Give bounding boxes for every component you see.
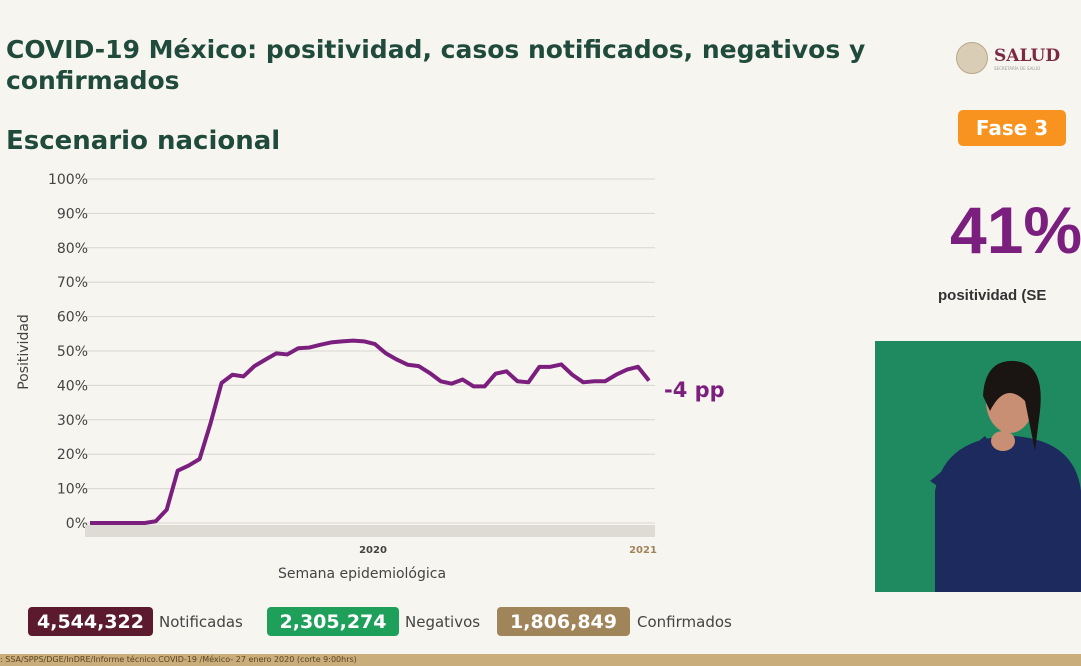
y-tick-label: 0% [66, 516, 88, 532]
y-tick-label: 50% [57, 344, 88, 360]
confirmados-label: Confirmados [637, 613, 732, 631]
source-footer: : SSA/SPPS/DGE/InDRE/Informe técnico.COV… [0, 654, 1081, 666]
y-tick-label: 20% [57, 447, 88, 463]
confirmados-value: 1,806,849 [497, 607, 630, 636]
negativos-label: Negativos [405, 613, 481, 631]
year-label-2020: 2020 [359, 545, 387, 556]
year-label-2021: 2021 [629, 545, 657, 556]
mexico-seal-icon [956, 42, 988, 74]
y-tick-label: 90% [57, 206, 88, 222]
positivity-value: 41% [950, 193, 1081, 267]
positivity-chart: 0% 10% 20% 30% 40% 50% 60% 70% 80% 90% 100% 2020 2… [16, 172, 725, 582]
y-tick-label: 40% [57, 378, 88, 394]
negativos-value: 2,305,274 [267, 607, 399, 636]
change-annotation: -4 pp [664, 378, 725, 402]
x-tick-strip [85, 525, 655, 537]
page-subtitle: Escenario nacional [6, 126, 281, 156]
positivity-label: positividad (SE [938, 287, 1047, 304]
y-axis-label: Positividad [16, 314, 32, 390]
notificadas-label: Notificadas [159, 613, 243, 631]
sign-language-interpreter-video [875, 341, 1081, 592]
interpreter-silhouette [930, 360, 1081, 592]
notificadas-value: 4,544,322 [28, 607, 153, 636]
page-title: COVID-19 México: positividad, casos noti… [6, 35, 866, 95]
y-tick-label: 70% [57, 275, 88, 291]
y-tick-label: 100% [48, 172, 88, 188]
y-tick-label: 60% [57, 310, 88, 326]
y-tick-label: 10% [57, 482, 88, 498]
logo-text: SALUD [994, 45, 1061, 66]
logo-subtext: SECRETARÍA DE SALUD [994, 65, 1041, 71]
x-axis-label: Semana epidemiológica [278, 566, 446, 582]
y-tick-label: 30% [57, 413, 88, 429]
phase-badge: Fase 3 [958, 110, 1066, 146]
y-tick-label: 80% [57, 241, 88, 257]
positivity-series-line [90, 338, 651, 525]
salud-logo: SALUD SECRETARÍA DE SALUD [956, 42, 1060, 74]
